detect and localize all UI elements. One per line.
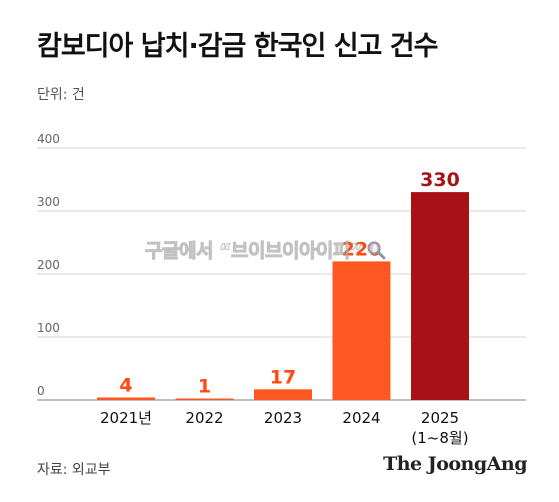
unit-label: 단위: 건	[37, 87, 85, 103]
x-tick-label: 2022	[185, 409, 223, 427]
y-tick-label: 200	[37, 258, 60, 272]
brand-logo: The JoongAng	[383, 453, 527, 475]
bar-layer	[97, 192, 469, 400]
x-tick-label: 2025	[421, 409, 459, 427]
chart-title: 캄보디아 납치·감금 한국인 신고 건수	[37, 31, 438, 62]
x-axis: 2021년 2022 2023 2024 2025 (1~8월)	[100, 409, 469, 447]
bar-4	[411, 192, 469, 400]
bar-3	[332, 261, 391, 400]
source-note: 자료: 외교부	[37, 462, 111, 478]
x-tick-label: 2024	[342, 409, 380, 427]
magnifier-icon	[367, 241, 386, 259]
x-tick-label: 2021년	[100, 409, 152, 427]
watermark: 구글에서 “브이브이아이피”	[145, 236, 386, 263]
data-label: 17	[270, 366, 296, 388]
y-axis: 0 100 200 300 400	[37, 132, 60, 398]
bar-2	[254, 389, 312, 400]
bar-1	[175, 398, 234, 400]
y-tick-label: 100	[37, 321, 60, 335]
y-tick-label: 300	[37, 195, 60, 209]
y-tick-label: 0	[37, 384, 45, 398]
x-tick-sublabel: (1~8월)	[411, 429, 468, 447]
data-label: 1	[198, 376, 211, 398]
data-label: 4	[119, 374, 132, 396]
data-label: 330	[420, 169, 460, 191]
bar-0	[97, 397, 155, 400]
watermark-text: 구글에서 “브이브이아이피”	[145, 240, 363, 263]
y-tick-label: 400	[37, 132, 60, 146]
x-tick-label: 2023	[264, 409, 302, 427]
